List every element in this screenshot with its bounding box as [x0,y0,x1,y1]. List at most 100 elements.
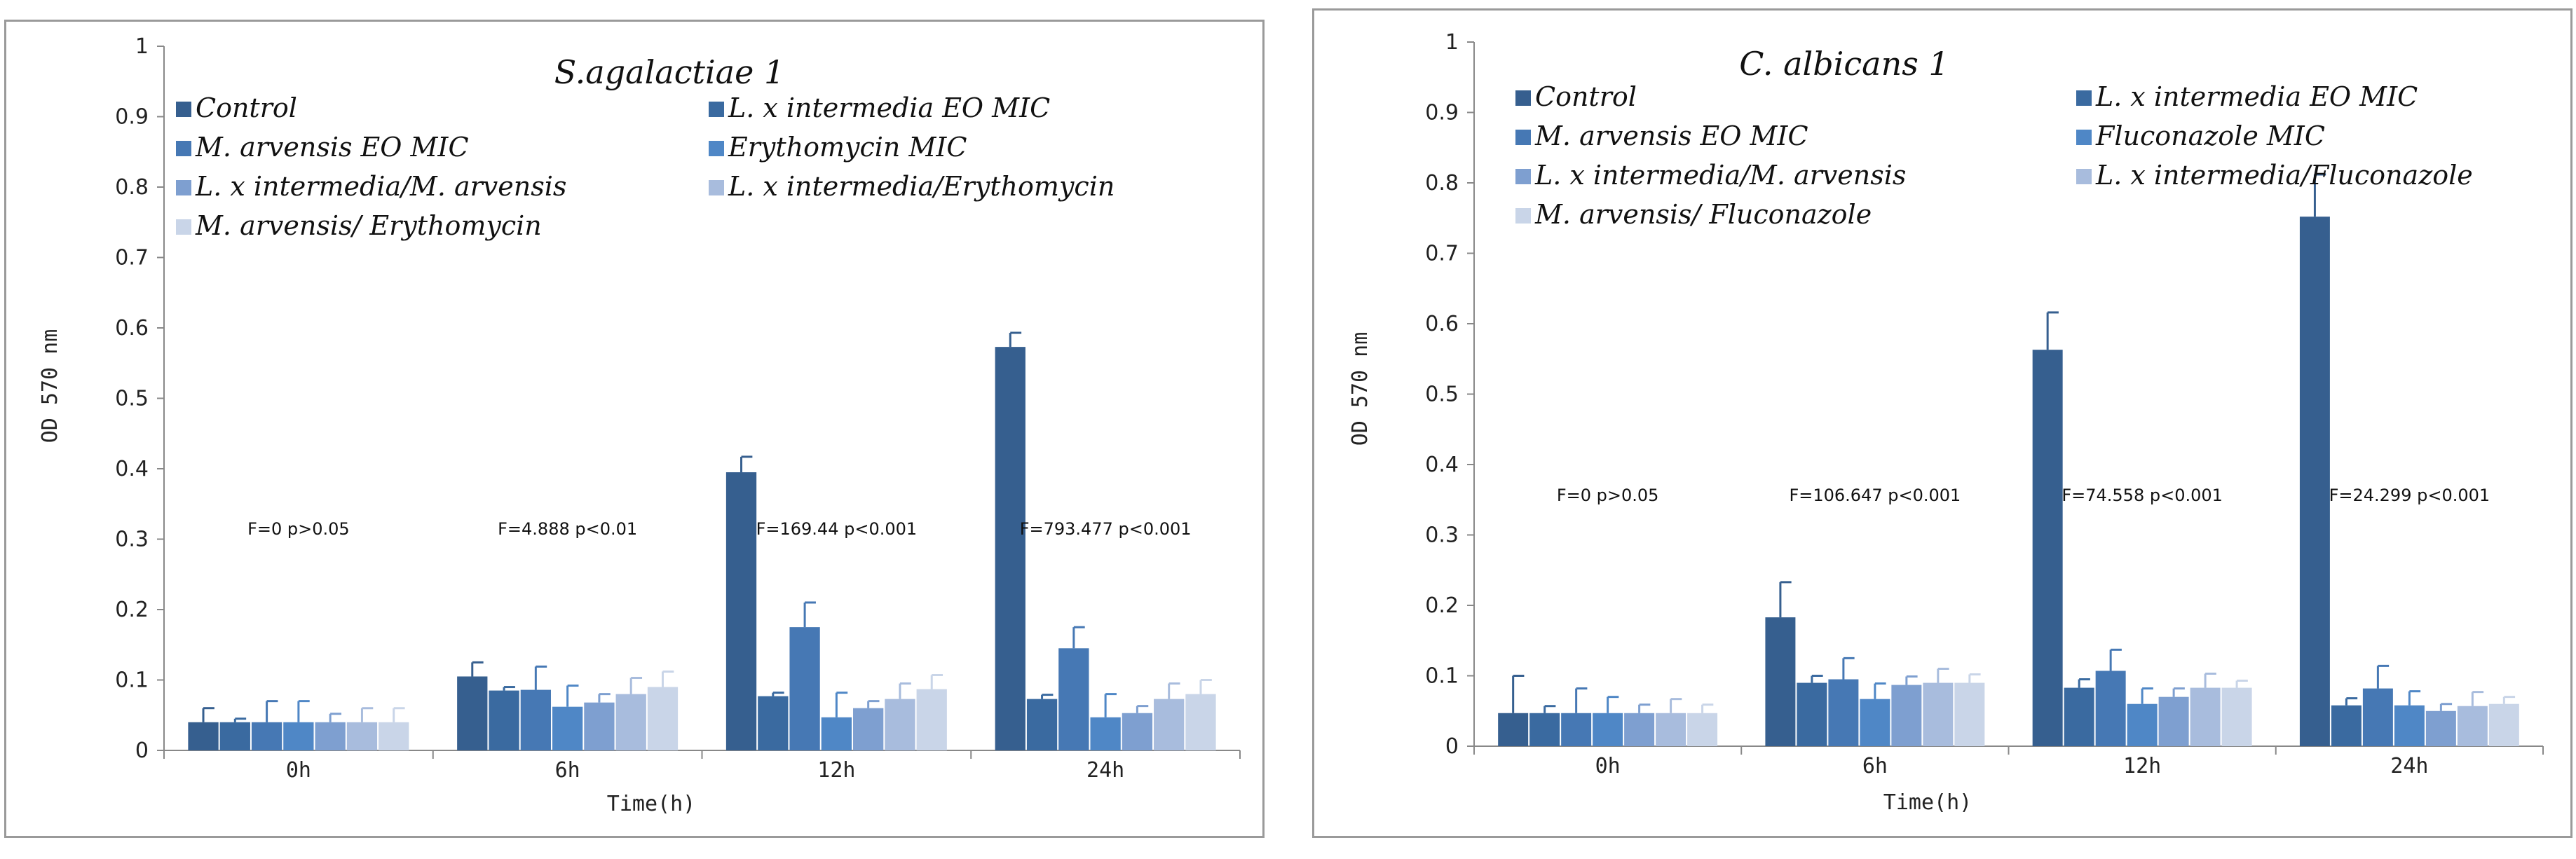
stat-annotation: F=0 p>0.05 [1557,486,1659,505]
bar [2299,217,2330,746]
bar [1154,699,1185,750]
stat-annotation: F=0 p>0.05 [247,519,350,539]
y-tick-label: 0.3 [115,528,149,552]
legend-entry: Control [1535,81,1637,112]
y-tick-label: 0.2 [1425,593,1459,618]
legend-swatch [176,102,191,117]
bar [916,689,947,750]
stat-annotation: F=106.647 p<0.001 [1789,486,1961,505]
legend-swatch [2076,169,2092,184]
legend-entry: Control [196,92,297,123]
x-tick-label: 0h [1595,754,1621,778]
bar [2362,688,2393,746]
legend-entry: M. arvensis/ Erythomycin [195,210,542,241]
bar [2221,687,2252,746]
legend-entry: Erythomycin MIC [728,132,967,163]
legend-swatch [1515,130,1531,145]
chart-panel-right: 0 0.1 0.2 0.3 0.4 0.5 0.6 0.7 0.8 0.9 1 0h F=0 p>0.0… [1312,8,2572,838]
bar [1026,699,1058,750]
y-tick-label: 0.6 [115,316,149,341]
bar [1090,717,1121,750]
legend-swatch [176,180,191,195]
bar [2425,710,2456,746]
y-tick-label: 0 [1445,734,1459,759]
bar [283,722,314,750]
bar [995,347,1025,750]
chart-title: S.agalactiae 1 [554,53,784,91]
bar [2394,705,2425,746]
x-tick-label: 0h [286,758,311,783]
legend-swatch [709,141,724,156]
bar [315,722,346,750]
legend-entry: L. x intermedia EO MIC [728,92,1050,123]
stat-annotation: F=4.888 p<0.01 [498,519,637,539]
bar [1891,685,1922,746]
bar [2331,705,2362,746]
y-tick-label: 1 [1445,30,1459,55]
x-tick-label: 12h [2123,754,2161,778]
bar [1765,617,1796,746]
legend-entry: M. arvensis EO MIC [195,132,469,163]
stat-annotation: F=793.477 p<0.001 [1020,519,1192,539]
y-tick-label: 0.2 [115,598,149,622]
bar [552,706,583,750]
bar [2190,687,2221,746]
legend-swatch [709,180,724,195]
y-tick-label: 0.9 [1425,101,1459,125]
bar [188,722,219,750]
x-tick-label: 6h [1862,754,1888,778]
legend-swatch [1515,169,1531,184]
legend-swatch [709,102,724,117]
bar [1529,713,1560,746]
bar [1185,694,1216,750]
x-tick-label: 24h [2390,754,2428,778]
bar [584,702,615,750]
bar [789,627,820,750]
bar [219,722,250,750]
legend-swatch [176,219,191,235]
legend-entry: M. arvensis EO MIC [1534,121,1808,151]
x-tick-label: 24h [1086,758,1124,783]
bar [2158,696,2189,746]
y-tick-label: 1 [135,34,149,59]
bar [2032,350,2063,746]
bar [2488,703,2519,746]
bar [1561,713,1592,746]
y-tick-label: 0.7 [115,246,149,270]
y-tick-label: 0.9 [115,105,149,130]
y-tick-label: 0.6 [1425,312,1459,336]
legend-entry: M. arvensis/ Fluconazole [1534,199,1872,230]
y-tick-label: 0.1 [1425,664,1459,689]
y-tick-label: 0.8 [1425,171,1459,195]
chart-s-agalactiae: 0 0.1 0.2 0.3 0.4 0.5 0.6 0.7 0.8 0.9 1 0h F=0 p>0.0… [38,34,1241,816]
bar [520,689,551,750]
bar [1954,682,1985,746]
bar [1860,699,1890,746]
legend-swatch [1515,208,1531,224]
bar [1498,713,1529,746]
y-axis-title: OD 570 nm [38,329,62,444]
bar [1923,682,1954,746]
y-tick-label: 0.3 [1425,523,1459,548]
bar [758,696,789,750]
legend-entry: Fluconazole MIC [2095,121,2325,151]
x-tick-label: 12h [817,758,855,783]
bar [615,694,646,750]
bar [853,708,884,750]
legend-entry: L. x intermedia/M. arvensis [1534,160,1906,191]
legend-swatch [2076,130,2092,145]
y-tick-label: 0 [135,738,149,763]
stat-annotation: F=74.558 p<0.001 [2062,486,2223,505]
bar [489,690,519,750]
bar [1687,713,1718,746]
bar [1058,648,1089,750]
chart-title: C. albicans 1 [1739,45,1949,83]
bar [1593,713,1623,746]
legend-swatch [2076,90,2092,106]
bar [647,687,679,750]
bar [821,717,852,750]
stat-annotation: F=169.44 p<0.001 [756,519,918,539]
x-axis-title: Time(h) [607,792,695,816]
y-axis-title: OD 570 nm [1348,332,1372,446]
legend-entry: L. x intermedia/Erythomycin [728,171,1115,202]
